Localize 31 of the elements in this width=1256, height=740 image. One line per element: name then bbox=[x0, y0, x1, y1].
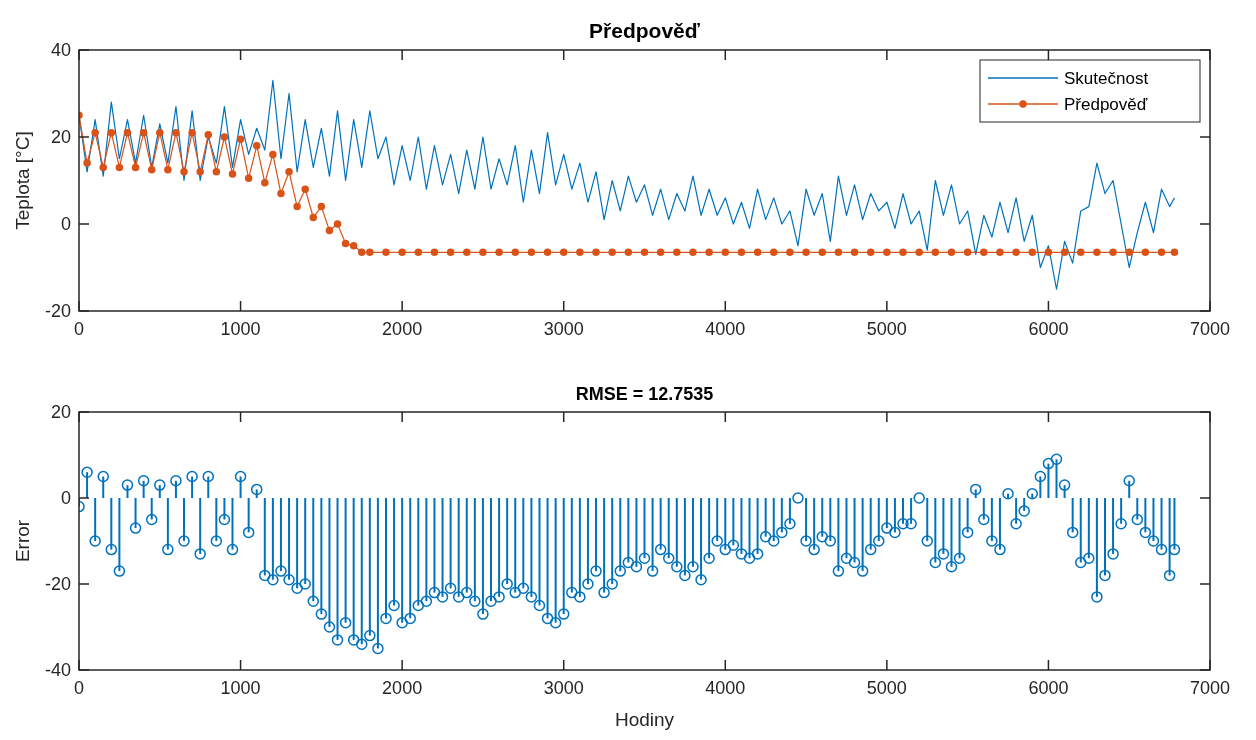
x-tick-label: 6000 bbox=[1028, 319, 1069, 339]
y-tick-label: -20 bbox=[44, 301, 71, 322]
y-tick-label: 20 bbox=[50, 127, 71, 148]
y-axis-title: Error bbox=[12, 519, 33, 563]
y-tick-label: -40 bbox=[44, 660, 71, 681]
x-tick-label: 5000 bbox=[866, 678, 907, 698]
y-tick-label: 0 bbox=[60, 488, 71, 509]
chart-title: RMSE = 12.7535 bbox=[575, 384, 714, 404]
x-tick-label: 1000 bbox=[220, 678, 261, 698]
x-tick-label: 4000 bbox=[705, 678, 746, 698]
y-tick-label: 40 bbox=[50, 40, 71, 61]
legend-label: Předpověď bbox=[1064, 94, 1148, 114]
x-tick-label: 2000 bbox=[382, 319, 423, 339]
x-tick-label: 4000 bbox=[705, 319, 746, 339]
x-tick-label: 1000 bbox=[220, 319, 261, 339]
x-tick-label: 0 bbox=[73, 678, 85, 698]
y-axis-title: Teplota [°C] bbox=[12, 131, 33, 230]
x-tick-label: 2000 bbox=[382, 678, 423, 698]
x-tick-label: 7000 bbox=[1189, 319, 1231, 339]
x-tick-label: 0 bbox=[73, 319, 85, 339]
chart-title: Předpověď bbox=[589, 19, 701, 42]
x-tick-label: 6000 bbox=[1028, 678, 1069, 698]
x-tick-label: 5000 bbox=[866, 319, 907, 339]
x-tick-label: 3000 bbox=[543, 678, 584, 698]
x-axis-title: Hodiny bbox=[614, 709, 675, 730]
x-tick-label: 7000 bbox=[1189, 678, 1231, 698]
y-tick-label: 20 bbox=[50, 402, 71, 423]
y-tick-label: 0 bbox=[60, 214, 71, 235]
y-tick-label: -20 bbox=[44, 574, 71, 595]
x-tick-label: 3000 bbox=[543, 319, 584, 339]
legend-label: Skutečnost bbox=[1064, 68, 1149, 88]
